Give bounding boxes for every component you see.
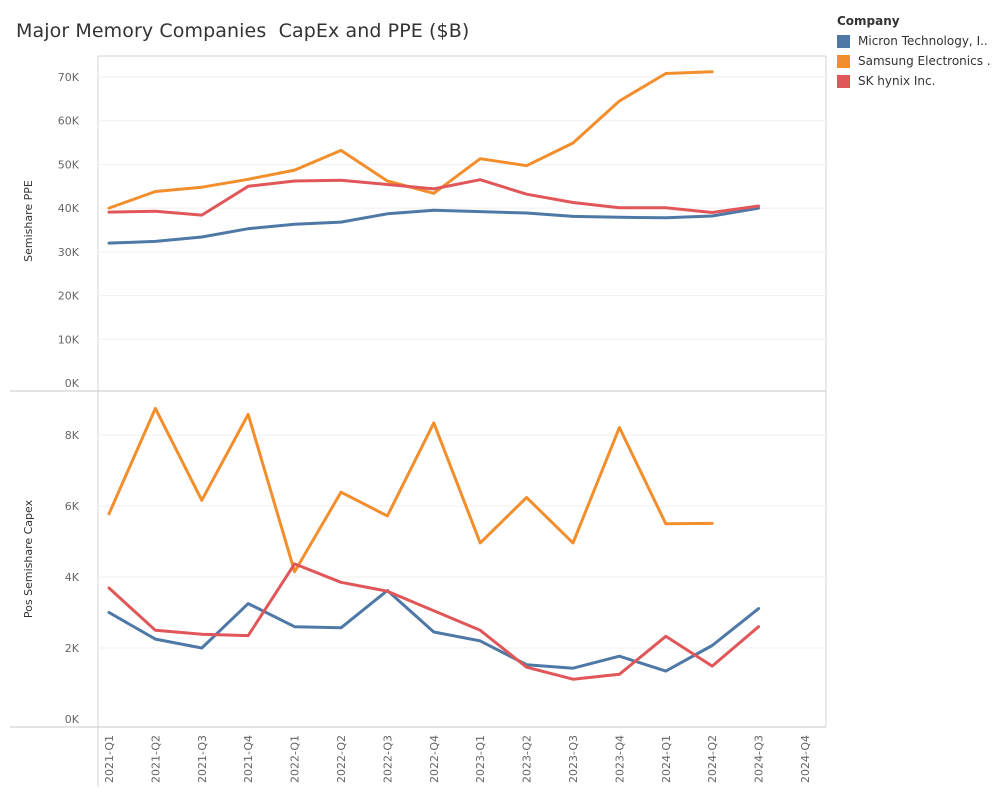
- x-tick-label: 2021-Q3: [196, 735, 209, 783]
- x-tick-label: 2024-Q4: [799, 735, 812, 783]
- y-tick-label: 20K: [58, 290, 80, 303]
- pane-2: 0K 2K 4K 6K 8K Pos Semishare Capex: [22, 406, 826, 726]
- series-line-1-1: [107, 206, 761, 245]
- legend: Company Micron Technology, I.. Samsung E…: [837, 14, 997, 91]
- legend-swatch-micron: [837, 34, 850, 48]
- legend-label-samsung: Samsung Electronics ..: [858, 54, 992, 68]
- x-tick-label: 2023-Q2: [521, 735, 534, 783]
- y-axis-title: Semishare PPE: [22, 180, 35, 262]
- x-axis-labels: 2021-Q1 2021-Q2 2021-Q3 2021-Q4 2022-Q1 2022-…: [103, 735, 812, 783]
- x-tick-label: 2021-Q4: [242, 735, 255, 783]
- y-axis-title: Pos Semishare Capex: [22, 499, 35, 618]
- y-tick-label: 10K: [58, 333, 80, 346]
- x-tick-label: 2024-Q3: [753, 735, 766, 783]
- y-tick-label: 2K: [65, 642, 80, 655]
- legend-swatch-skhynix: [837, 74, 850, 88]
- y-tick-label: 50K: [58, 158, 80, 171]
- legend-title: Company: [837, 14, 900, 28]
- x-tick-label: 2022-Q4: [428, 735, 441, 783]
- legend-item-samsung[interactable]: Samsung Electronics ..: [837, 51, 997, 71]
- pane-1: 0K 10K 20K 30K 40K 50K 60K 70K Semishare PPE: [22, 70, 826, 390]
- legend-swatch-samsung: [837, 54, 850, 68]
- y-tick-label: 0K: [65, 713, 80, 726]
- series-line-2-2: [107, 406, 714, 574]
- legend-item-micron[interactable]: Micron Technology, I..: [837, 31, 997, 51]
- x-tick-label: 2024-Q2: [706, 735, 719, 783]
- y-tick-label: 6K: [65, 500, 80, 513]
- x-tick-label: 2023-Q3: [567, 735, 580, 783]
- chart-title: Major Memory Companies CapEx and PPE ($B…: [16, 20, 470, 42]
- x-tick-label: 2022-Q1: [289, 735, 302, 783]
- x-tick-label: 2023-Q4: [613, 735, 626, 783]
- y-tick-label: 8K: [65, 429, 80, 442]
- x-tick-label: 2022-Q2: [335, 735, 348, 783]
- legend-label-skhynix: SK hynix Inc.: [858, 74, 936, 88]
- x-tick-label: 2024-Q1: [660, 735, 673, 783]
- y-tick-label: 4K: [65, 571, 80, 584]
- series-line-1-3: [107, 178, 761, 217]
- y-tick-label: 30K: [58, 246, 80, 259]
- series-line-2-3: [107, 562, 761, 681]
- x-tick-label: 2021-Q1: [103, 735, 116, 783]
- x-tick-label: 2023-Q1: [474, 735, 487, 783]
- legend-item-skhynix[interactable]: SK hynix Inc.: [837, 71, 997, 91]
- series-line-2-1: [107, 589, 761, 673]
- x-tick-label: 2022-Q3: [381, 735, 394, 783]
- y-tick-label: 70K: [58, 71, 80, 84]
- x-tick-label: 2021-Q2: [149, 735, 162, 783]
- y-tick-label: 40K: [58, 202, 80, 215]
- y-tick-label: 0K: [65, 377, 80, 390]
- y-tick-label: 60K: [58, 115, 80, 128]
- legend-label-micron: Micron Technology, I..: [858, 34, 988, 48]
